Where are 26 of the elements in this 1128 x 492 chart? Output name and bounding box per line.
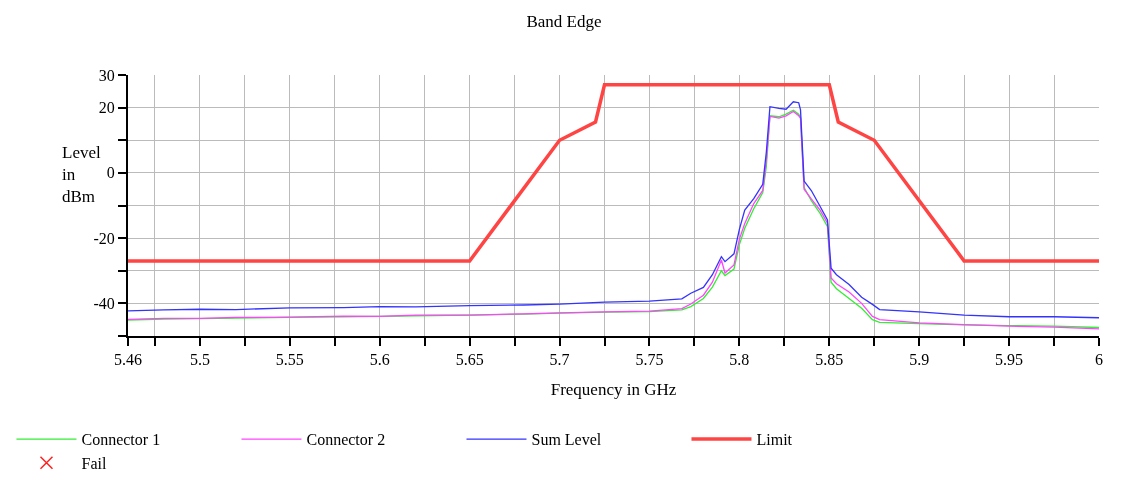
y-tick-label: 0 xyxy=(106,164,115,182)
x-axis-title: Frequency in GHz xyxy=(550,380,677,400)
legend-label: Sum Level xyxy=(531,431,602,449)
legend-label: Limit xyxy=(756,431,793,449)
y-tick-label: 20 xyxy=(98,99,115,117)
x-tick-label: 5.7 xyxy=(549,351,570,369)
x-tick-label: 5.6 xyxy=(369,351,390,369)
x-tick-label: 5.8 xyxy=(729,351,750,369)
y-tick-label: 30 xyxy=(98,66,115,84)
x-tick-label: 5.5 xyxy=(189,351,210,369)
y-tick-label: -40 xyxy=(93,294,115,312)
chart-title: Band Edge xyxy=(526,11,602,31)
x-tick-label: 5.46 xyxy=(114,351,142,369)
x-tick-label: 5.75 xyxy=(635,351,664,369)
x-tick-label: 5.9 xyxy=(909,351,930,369)
legend-label: Connector 2 xyxy=(306,431,386,449)
y-axis-title: Level in dBm xyxy=(62,143,101,207)
legend-label: Fail xyxy=(81,455,107,473)
legend-label: Connector 1 xyxy=(81,431,161,449)
x-tick-label: 6 xyxy=(1095,351,1103,369)
y-tick-label: -20 xyxy=(93,229,115,247)
x-tick-label: 5.85 xyxy=(815,351,844,369)
line-series xyxy=(128,83,1099,263)
x-tick-label: 5.95 xyxy=(995,351,1024,369)
x-tick-label: 5.65 xyxy=(455,351,484,369)
x-tick-label: 5.55 xyxy=(275,351,304,369)
